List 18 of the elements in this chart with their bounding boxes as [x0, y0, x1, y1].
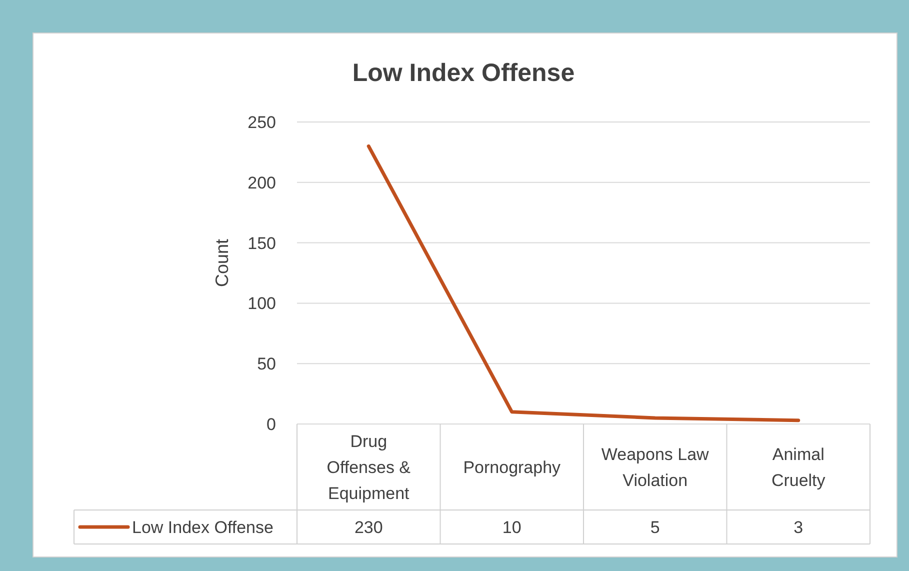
y-tick-label: 150 — [248, 234, 276, 253]
y-tick-label: 250 — [248, 113, 276, 132]
x-tick-label: Pornography — [463, 458, 562, 477]
line-series — [366, 144, 800, 422]
legend-label: Low Index Offense — [132, 518, 274, 537]
x-tick-label: Drug Offenses & Equipment — [326, 432, 412, 503]
y-tick-label: 100 — [248, 294, 276, 314]
data-label: 5 — [650, 518, 660, 537]
y-axis-title: Count — [212, 238, 232, 288]
data-label: 10 — [502, 518, 522, 537]
data-label: 230 — [354, 518, 383, 537]
y-tick-label: 0 — [266, 415, 276, 434]
data-label: 3 — [794, 518, 804, 537]
chart-title: Low Index Offense — [352, 59, 575, 87]
y-tick-label: 200 — [248, 173, 276, 192]
x-tick-label: Animal Cruelty — [771, 445, 826, 490]
y-tick-label: 50 — [257, 354, 276, 374]
x-tick-label: Weapons Law Violation — [601, 445, 710, 490]
